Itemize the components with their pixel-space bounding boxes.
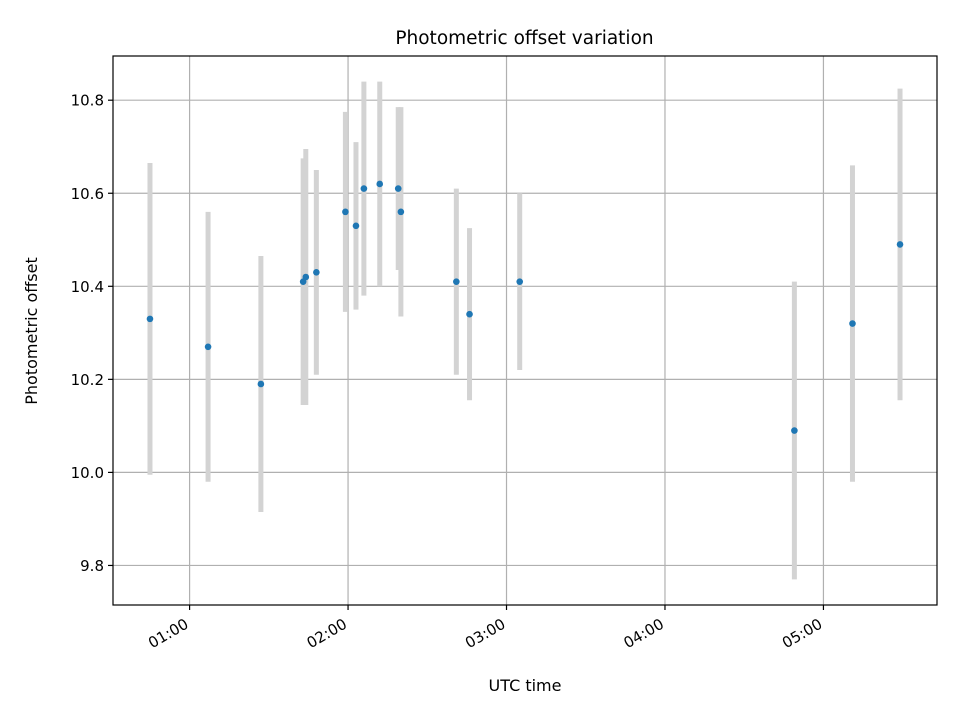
y-tick-label: 10.4 — [71, 278, 104, 296]
chart-title: Photometric offset variation — [395, 28, 653, 49]
data-point — [896, 241, 904, 248]
data-point — [360, 185, 368, 192]
x-tick-label: 02:00 — [304, 615, 350, 652]
data-point — [302, 273, 310, 281]
y-tick-label: 10.0 — [71, 464, 104, 482]
error-bars — [147, 81, 903, 580]
data-point — [394, 185, 402, 192]
x-tick-label: 04:00 — [621, 615, 667, 652]
x-axis: 01:00 02:00 03:00 04:00 05:00 — [145, 605, 825, 652]
y-tick-label: 10.2 — [71, 371, 104, 389]
data-point — [204, 343, 212, 351]
x-tick-label: 05:00 — [779, 615, 825, 652]
data-point — [313, 269, 320, 276]
data-point — [352, 222, 360, 230]
plot-frame — [112, 55, 938, 606]
y-tick-label: 9.8 — [80, 557, 104, 575]
y-tick-label: 10.6 — [71, 185, 104, 203]
data-point — [257, 380, 265, 388]
data-point — [376, 180, 384, 188]
y-tick-label: 10.8 — [71, 92, 104, 110]
data-point — [453, 278, 460, 285]
x-tick-label: 03:00 — [462, 615, 508, 652]
data-point — [791, 427, 798, 434]
data-point — [466, 310, 473, 318]
data-points — [146, 180, 904, 434]
y-axis-label: Photometric offset — [22, 257, 41, 405]
y-axis: 9.8 10.0 10.2 10.4 10.6 10.8 — [71, 92, 113, 575]
grid-lines — [113, 56, 937, 605]
data-point — [849, 320, 856, 327]
x-axis-label: UTC time — [489, 676, 562, 695]
data-point — [342, 208, 349, 216]
x-tick-label: 01:00 — [145, 615, 191, 652]
data-point — [397, 208, 405, 216]
data-point — [146, 315, 154, 323]
data-point — [516, 278, 524, 285]
